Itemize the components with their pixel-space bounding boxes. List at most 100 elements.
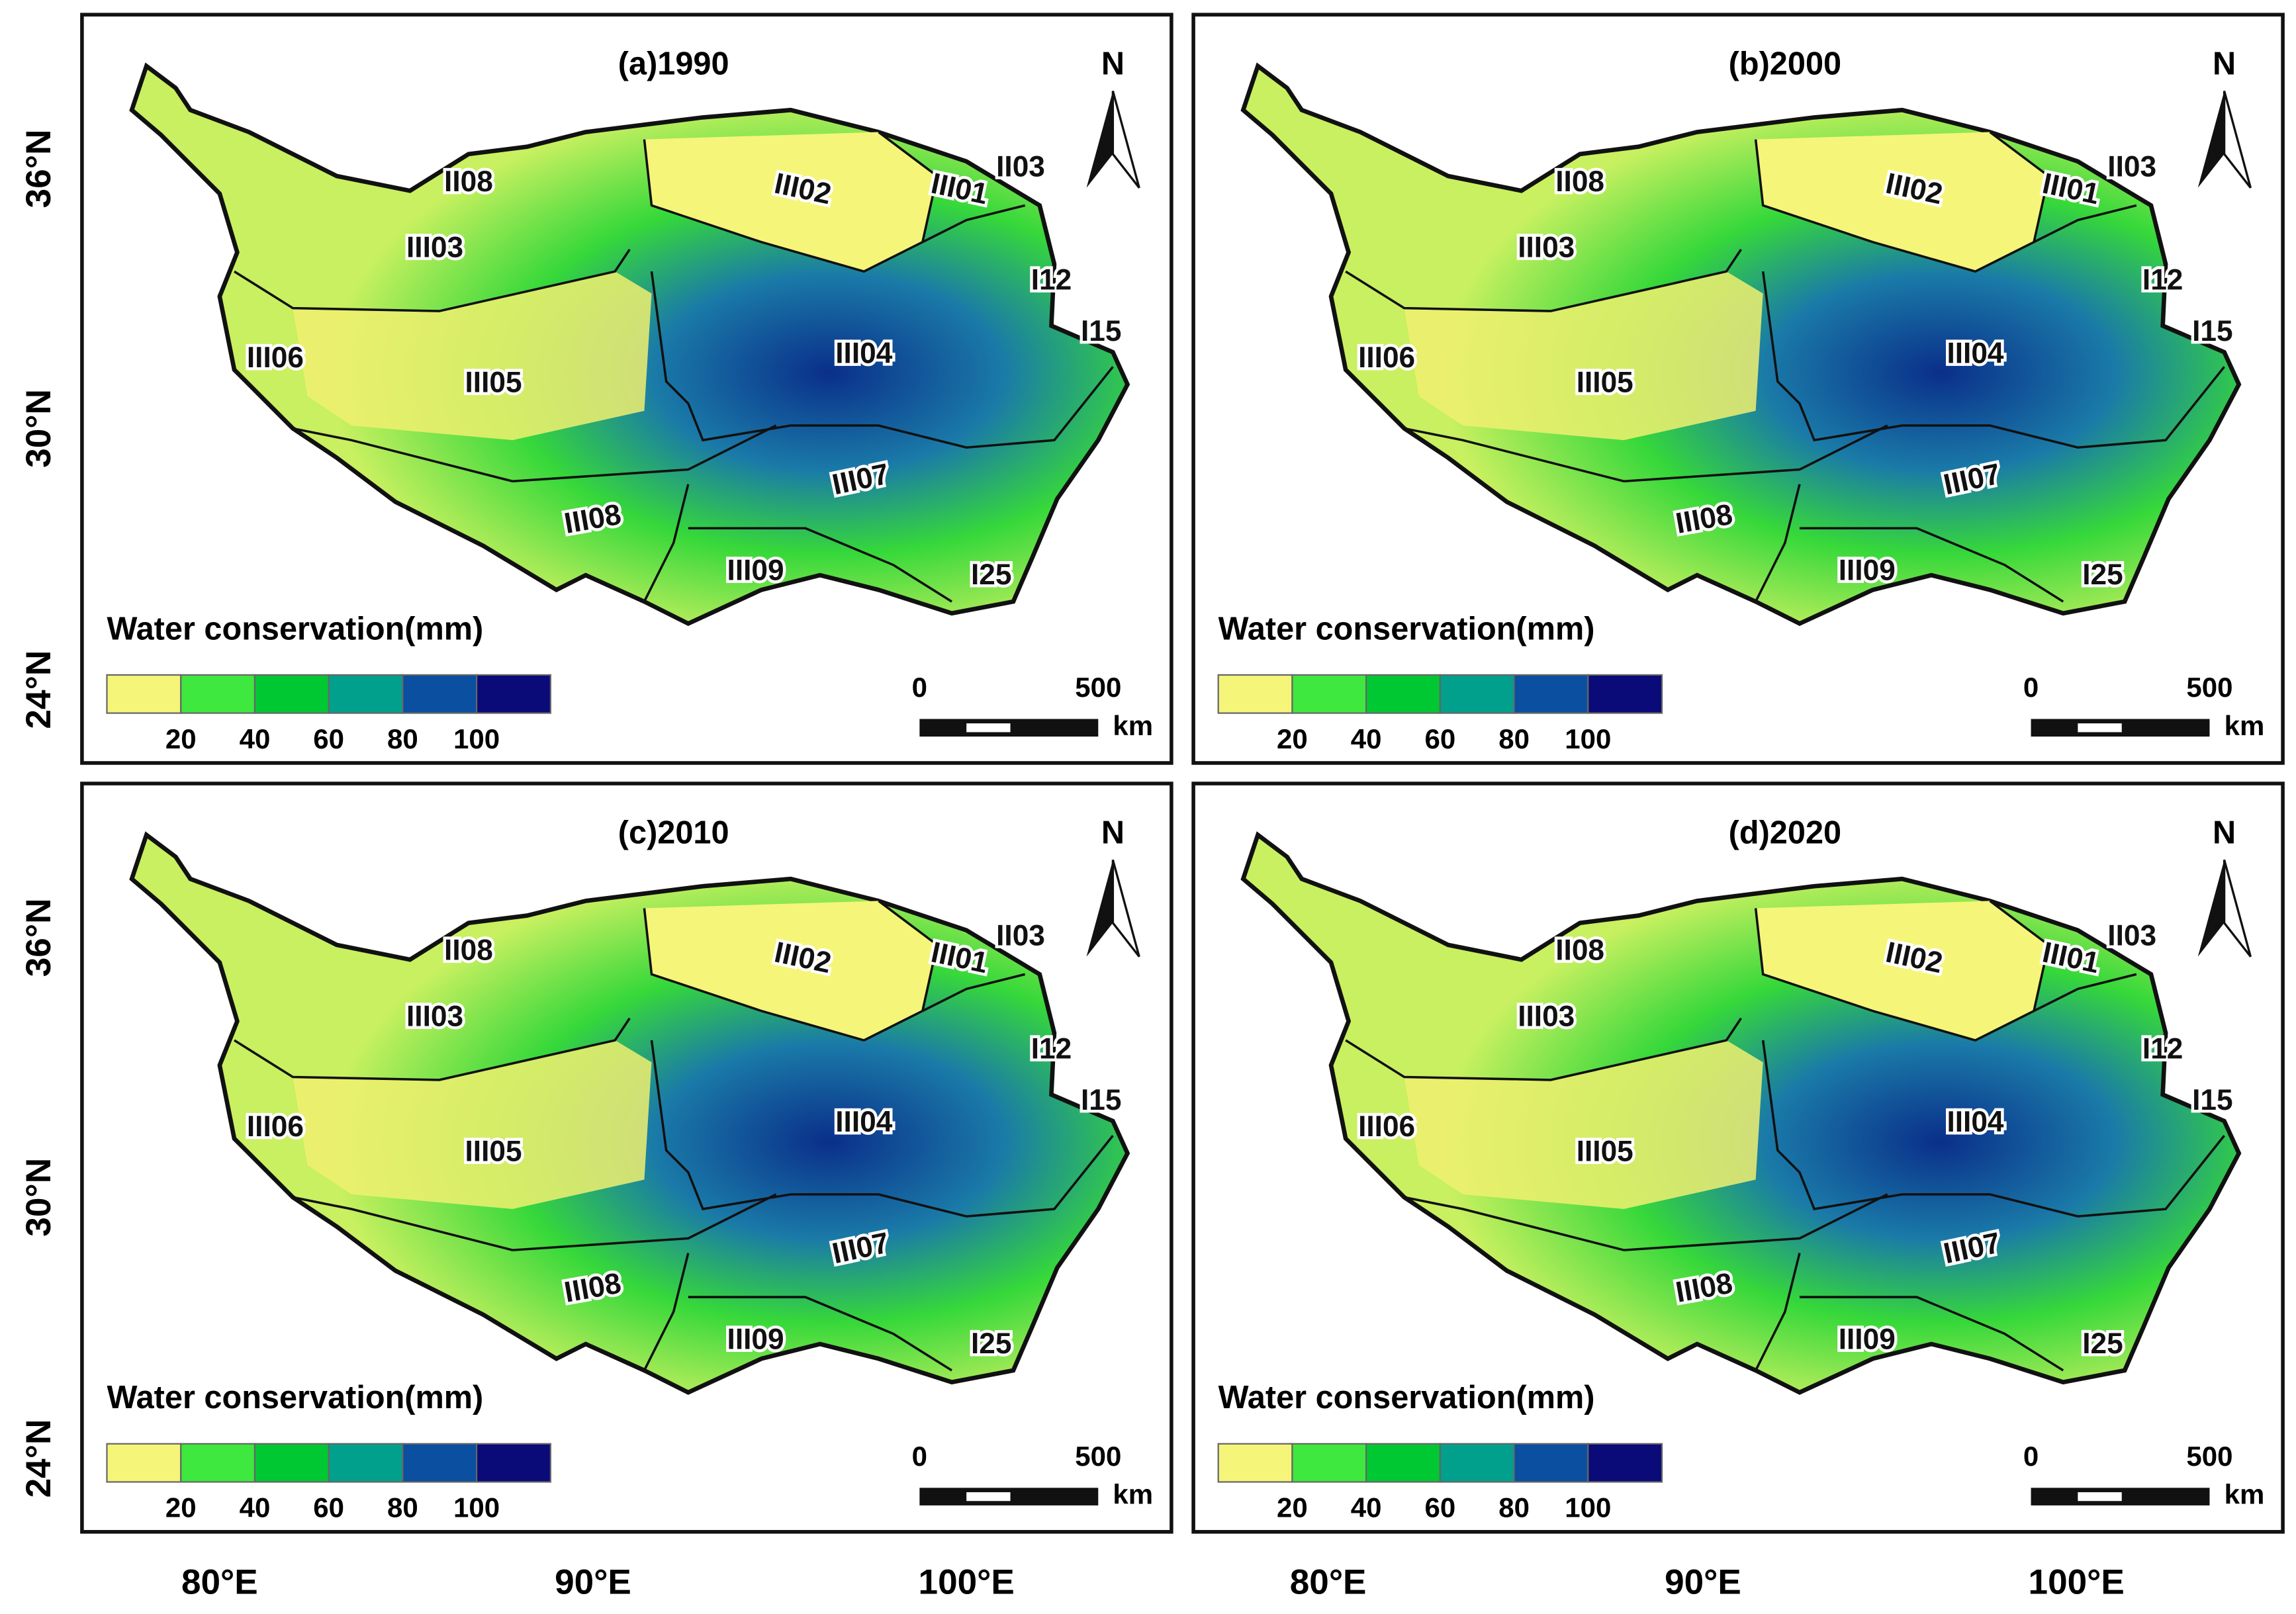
legend-tick: 60 — [313, 1492, 344, 1523]
region-boundary — [2033, 973, 2137, 1012]
legend-swatch — [1587, 1443, 1663, 1483]
scale-label: 500 — [2186, 672, 2232, 703]
legend-tick: 100 — [1565, 1492, 1611, 1523]
lon-label: 90°E — [555, 1563, 631, 1602]
panel-title: (c)2010 — [618, 815, 729, 850]
region-boundary — [1404, 1193, 1888, 1251]
region-label: II08 — [1555, 934, 1604, 967]
legend-tick: 20 — [165, 723, 197, 754]
legend-tick: 100 — [453, 723, 500, 754]
region-label: III04 — [1947, 337, 2003, 369]
region-label: II03 — [2107, 920, 2156, 952]
legend-swatch — [253, 1443, 330, 1483]
region-boundary — [922, 204, 1026, 244]
dry-area — [644, 901, 937, 1041]
legend-swatch — [328, 674, 404, 714]
legend-swatch — [1587, 674, 1663, 714]
region-boundary — [643, 1253, 690, 1371]
region-label: III04 — [835, 337, 892, 369]
legend-tick: 100 — [1565, 723, 1611, 754]
region-boundary — [643, 484, 690, 602]
scale-label: 500 — [1075, 1441, 1121, 1472]
legend-swatch — [1291, 1443, 1367, 1483]
lon-label: 100°E — [919, 1563, 1015, 1602]
region-boundary — [1755, 484, 1801, 602]
legend-tick: 40 — [240, 723, 271, 754]
scale-label: km — [1113, 1479, 1153, 1510]
scale-label: 500 — [2186, 1441, 2232, 1472]
legend-title: Water conservation(mm) — [1218, 611, 1595, 647]
legend-swatch — [476, 674, 551, 714]
lon-label: 80°E — [181, 1563, 258, 1602]
lat-label: 36°N — [19, 898, 58, 977]
lat-label: 36°N — [19, 130, 58, 208]
region-label: III09 — [1839, 1323, 1896, 1355]
dry-area — [1755, 132, 2049, 272]
region-label: I12 — [1031, 263, 1072, 296]
legend-tick: 40 — [1351, 723, 1382, 754]
region-label: III05 — [1577, 367, 1633, 399]
legend-tick: 40 — [1351, 1492, 1382, 1523]
region-label: III05 — [1577, 1135, 1633, 1167]
legend-tick: 80 — [1498, 1492, 1530, 1523]
dry-area — [1404, 1040, 1763, 1210]
region-label: I12 — [2142, 263, 2183, 296]
legend-swatch — [1513, 1443, 1589, 1483]
legend-tick: 20 — [1277, 1492, 1308, 1523]
legend-swatch — [328, 1443, 404, 1483]
lon-label: 90°E — [1665, 1563, 1741, 1602]
region-label: III05 — [465, 367, 522, 399]
region-label: III04 — [1947, 1106, 2003, 1138]
region-label: II03 — [2107, 151, 2156, 183]
legend-swatch — [1439, 1443, 1515, 1483]
legend-swatch — [106, 674, 182, 714]
region-boundary — [650, 271, 1114, 449]
region-label: II03 — [996, 920, 1045, 952]
legend-swatch — [1365, 1443, 1441, 1483]
region-label: III06 — [1358, 341, 1415, 374]
region-boundary — [1761, 271, 2225, 449]
region-boundary — [650, 1040, 1114, 1218]
north-arrow — [1111, 91, 1140, 189]
legend-tick: 40 — [240, 1492, 271, 1523]
north-arrow — [1086, 860, 1113, 957]
region-label: III03 — [1518, 232, 1575, 264]
scale-label: km — [2225, 1479, 2265, 1510]
legend-swatch — [106, 1443, 182, 1483]
region-label: I25 — [971, 559, 1011, 591]
north-arrow — [1111, 859, 1140, 958]
region-label: III09 — [727, 1323, 784, 1355]
legend-tick: 80 — [387, 1492, 418, 1523]
legend-swatch — [1217, 1443, 1293, 1483]
legend-tick: 60 — [313, 723, 344, 754]
region-boundary — [234, 248, 631, 312]
region-label: II03 — [996, 151, 1045, 183]
panel-title: (a)1990 — [618, 46, 729, 82]
lat-label: 30°N — [19, 1158, 58, 1237]
north-arrow — [2223, 91, 2252, 189]
dry-area — [644, 132, 937, 272]
legend-swatch — [1439, 674, 1515, 714]
legend-title: Water conservation(mm) — [107, 1380, 484, 1415]
region-label: I15 — [2192, 315, 2232, 347]
lon-label: 80°E — [1290, 1563, 1367, 1602]
scale-label: 0 — [2023, 1441, 2039, 1472]
region-boundary — [1761, 1040, 2225, 1218]
legend-tick: 80 — [1498, 723, 1530, 754]
scale-label: 0 — [912, 1441, 927, 1472]
lat-label: 30°N — [19, 389, 58, 468]
scale-label: km — [2225, 710, 2265, 741]
region-boundary — [234, 1017, 631, 1081]
region-label: I25 — [2082, 559, 2123, 591]
region-boundary — [643, 131, 939, 273]
region-label: III09 — [727, 554, 784, 586]
legend-title: Water conservation(mm) — [107, 611, 484, 647]
region-label: I15 — [2192, 1084, 2232, 1116]
north-label: N — [2213, 815, 2236, 850]
region-boundary — [1345, 248, 1742, 312]
region-boundary — [643, 899, 939, 1042]
